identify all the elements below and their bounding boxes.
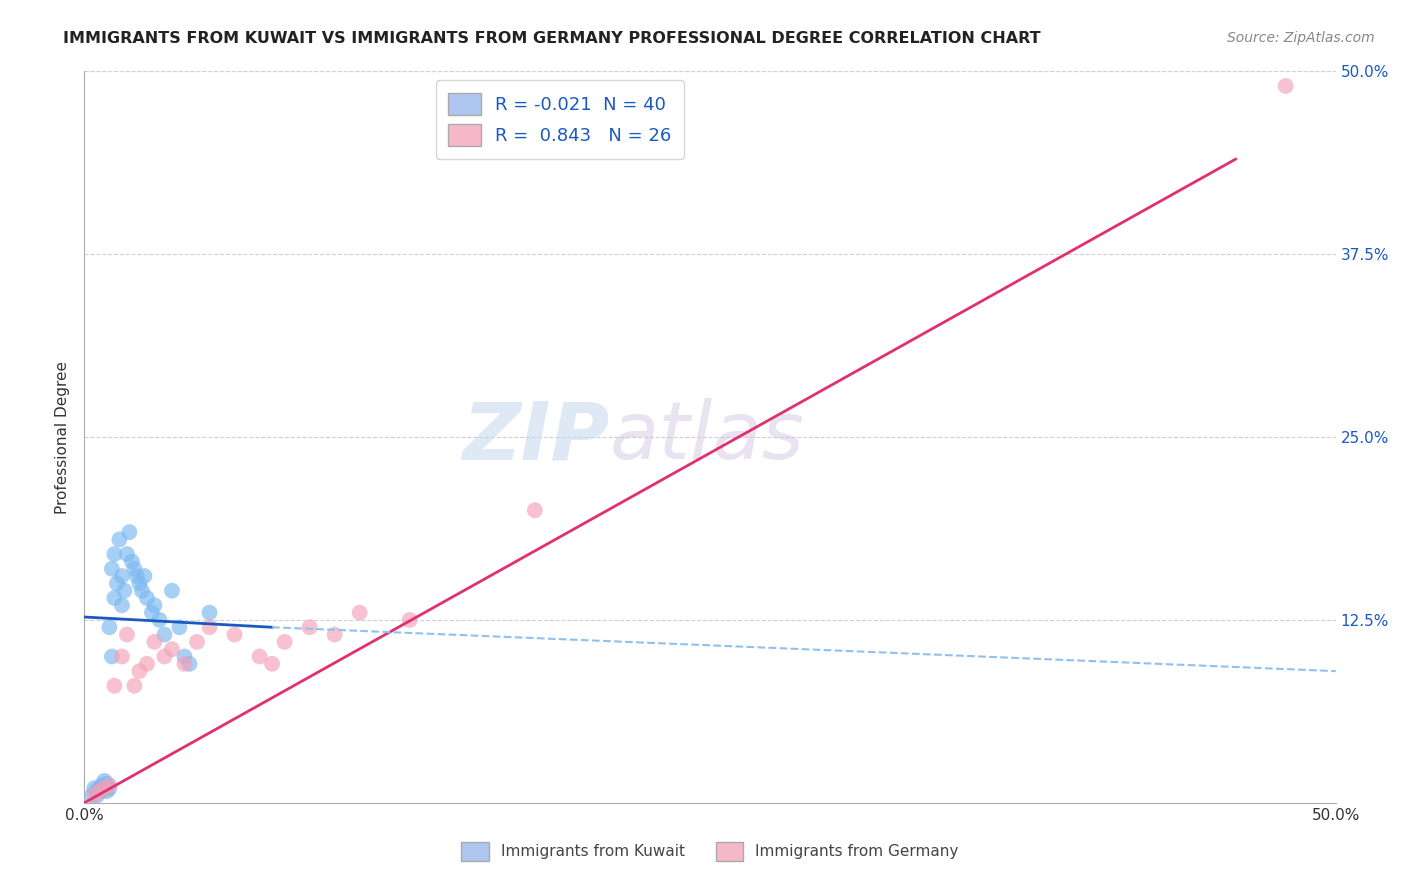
Point <box>98 781 121 796</box>
Point <box>101 562 124 576</box>
Point <box>143 635 166 649</box>
Point <box>98 620 121 634</box>
Text: ZIP: ZIP <box>463 398 610 476</box>
Point <box>273 635 295 649</box>
Point <box>83 781 105 796</box>
Point <box>124 562 146 576</box>
Point <box>173 649 195 664</box>
Point <box>298 620 321 634</box>
Point <box>115 627 138 641</box>
Point <box>89 781 111 796</box>
Point <box>128 576 150 591</box>
Point <box>136 591 159 605</box>
Point <box>198 620 221 634</box>
Point <box>86 784 108 798</box>
Point <box>93 781 115 796</box>
Point <box>103 591 125 605</box>
Point <box>83 789 105 803</box>
Point <box>198 606 221 620</box>
Point <box>224 627 246 641</box>
Point <box>153 627 176 641</box>
Point <box>160 583 183 598</box>
Point <box>125 569 148 583</box>
Point <box>173 657 195 671</box>
Point <box>398 613 420 627</box>
Point <box>80 789 103 803</box>
Point <box>1274 78 1296 93</box>
Point <box>118 525 141 540</box>
Point <box>103 679 125 693</box>
Point <box>111 649 134 664</box>
Y-axis label: Professional Degree: Professional Degree <box>55 360 70 514</box>
Point <box>136 657 159 671</box>
Point <box>186 635 208 649</box>
Point <box>112 583 135 598</box>
Point <box>153 649 176 664</box>
Point <box>349 606 371 620</box>
Point <box>131 583 153 598</box>
Point <box>169 620 191 634</box>
Point <box>86 789 108 803</box>
Text: atlas: atlas <box>610 398 804 476</box>
Legend: Immigrants from Kuwait, Immigrants from Germany: Immigrants from Kuwait, Immigrants from … <box>454 834 966 868</box>
Point <box>143 599 166 613</box>
Text: IMMIGRANTS FROM KUWAIT VS IMMIGRANTS FROM GERMANY PROFESSIONAL DEGREE CORRELATIO: IMMIGRANTS FROM KUWAIT VS IMMIGRANTS FRO… <box>63 31 1040 46</box>
Point <box>93 781 115 796</box>
Point <box>121 554 143 568</box>
Point <box>96 784 118 798</box>
Point <box>148 613 170 627</box>
Point <box>262 657 284 671</box>
Point <box>98 778 121 792</box>
Point <box>523 503 546 517</box>
Point <box>89 784 111 798</box>
Point <box>111 569 134 583</box>
Point <box>96 777 118 791</box>
Point <box>108 533 131 547</box>
Point <box>93 773 115 788</box>
Point <box>101 649 124 664</box>
Point <box>134 569 156 583</box>
Point <box>115 547 138 561</box>
Point <box>323 627 346 641</box>
Point <box>249 649 271 664</box>
Point <box>179 657 201 671</box>
Point <box>90 784 112 798</box>
Point <box>111 599 134 613</box>
Point <box>105 576 128 591</box>
Point <box>128 664 150 678</box>
Point <box>90 778 112 792</box>
Point <box>103 547 125 561</box>
Point <box>141 606 163 620</box>
Text: Source: ZipAtlas.com: Source: ZipAtlas.com <box>1227 31 1375 45</box>
Point <box>124 679 146 693</box>
Point <box>160 642 183 657</box>
